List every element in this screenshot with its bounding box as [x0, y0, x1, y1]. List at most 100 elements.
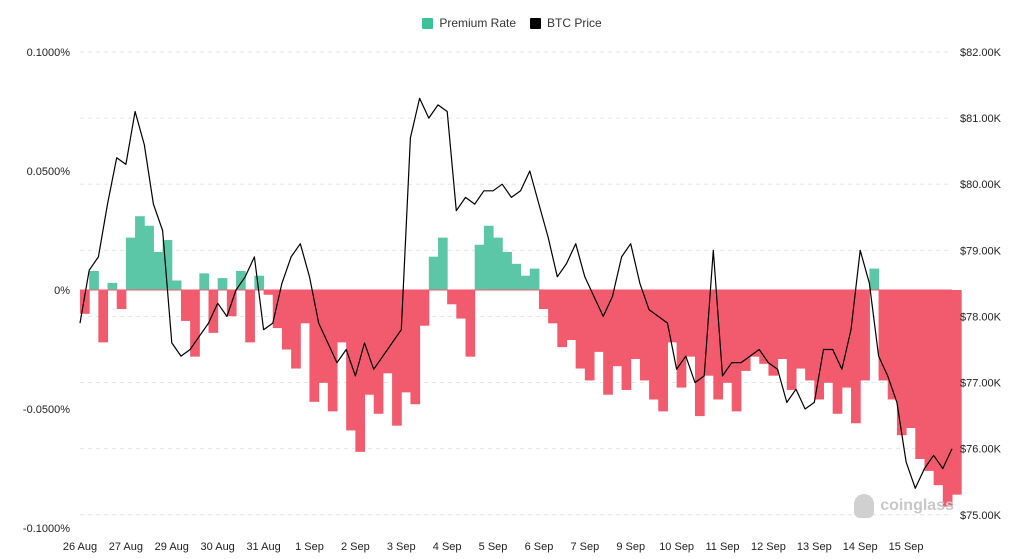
premium-rate-mark-60 [630, 290, 641, 360]
left-axis: 0.1000% 0.0500% 0% -0.0500% -0.1000% [23, 47, 70, 535]
premium-rate-mark-76 [777, 290, 788, 360]
premium-rate-mark-7 [144, 225, 154, 290]
x-tick-label-13: 10 Sep [659, 541, 694, 553]
premium-rate-mark-64 [667, 290, 678, 343]
premium-rate-mark-2 [98, 290, 109, 343]
premium-rate-mark-68 [704, 290, 714, 376]
premium-rate-mark-29 [346, 290, 356, 431]
premium-rate-mark-12 [190, 290, 200, 357]
premium-rate-mark-91 [915, 290, 925, 459]
premium-rate-mark-28 [337, 290, 347, 343]
premium-rate-mark-55 [584, 290, 595, 381]
premium-rate-mark-22 [281, 290, 292, 350]
premium-rate-mark-38 [428, 256, 439, 290]
premium-rate-mark-46 [502, 251, 512, 290]
x-tick-label-11: 7 Sep [570, 541, 599, 553]
premium-rate-mark-84 [851, 290, 861, 424]
premium-rate-mark-67 [694, 290, 705, 417]
premium-rate-mark-26 [318, 290, 329, 383]
premium-rate-mark-40 [447, 290, 457, 305]
premium-rate-area [80, 216, 962, 507]
premium-rate-mark-92 [924, 290, 935, 471]
x-tick-label-0: 26 Aug [63, 541, 97, 553]
x-tick-label-15: 12 Sep [751, 541, 786, 553]
premium-rate-mark-44 [483, 225, 494, 290]
right-tick-label-2: $80.00K [960, 179, 1002, 191]
premium-rate-mark-75 [768, 290, 779, 376]
premium-rate-mark-48 [520, 275, 531, 290]
premium-rate-mark-20 [263, 290, 274, 295]
x-tick-label-10: 6 Sep [525, 541, 554, 553]
premium-rate-mark-81 [823, 290, 834, 383]
premium-rate-mark-56 [594, 290, 604, 352]
premium-rate-mark-66 [685, 290, 696, 357]
coinglass-logo-icon [854, 494, 875, 518]
premium-rate-mark-30 [355, 290, 366, 452]
premium-rate-mark-62 [649, 290, 659, 400]
premium-rate-mark-71 [731, 290, 742, 412]
watermark-text: coinglass [880, 497, 954, 514]
premium-rate-mark-89 [896, 290, 907, 436]
premium-rate-mark-32 [373, 290, 384, 414]
premium-rate-mark-72 [740, 290, 751, 371]
premium-rate-mark-57 [603, 290, 613, 395]
premium-rate-mark-61 [639, 290, 650, 381]
premium-rate-mark-83 [841, 290, 852, 388]
premium-rate-mark-27 [327, 290, 338, 412]
x-tick-label-4: 31 Aug [246, 541, 280, 553]
legend-label-premium-rate: Premium Rate [439, 16, 516, 30]
premium-rate-mark-73 [750, 290, 760, 357]
premium-rate-mark-9 [162, 240, 173, 290]
premium-rate-mark-80 [814, 290, 824, 400]
x-tick-label-14: 11 Sep [705, 541, 739, 553]
premium-rate-mark-39 [437, 237, 448, 290]
right-axis: $82.00K $81.00K $80.00K $79.00K $78.00K $77.0… [960, 47, 1002, 522]
right-tick-label-4: $78.00K [960, 311, 1002, 323]
legend-swatch-premium-rate [422, 17, 434, 29]
premium-rate-mark-17 [236, 270, 246, 290]
x-tick-label-5: 1 Sep [295, 541, 324, 553]
premium-rate-mark-47 [511, 263, 522, 290]
premium-rate-mark-0 [80, 290, 90, 314]
premium-rate-mark-90 [906, 290, 916, 429]
premium-rate-mark-41 [456, 290, 467, 319]
premium-rate-mark-3 [107, 282, 118, 290]
premium-rate-mark-59 [621, 290, 632, 390]
x-tick-label-1: 27 Aug [109, 541, 143, 553]
premium-rate-mark-54 [575, 290, 586, 369]
premium-rate-mark-70 [722, 290, 733, 383]
legend-label-btc-price: BTC Price [547, 16, 602, 30]
premium-rate-mark-78 [795, 290, 806, 369]
legend-item-premium-rate[interactable]: Premium Rate [422, 16, 516, 30]
premium-rate-mark-42 [465, 290, 476, 357]
left-tick-label-3: -0.0500% [23, 404, 70, 416]
premium-rate-mark-13 [199, 273, 210, 290]
premium-rate-mark-93 [933, 290, 944, 486]
premium-rate-mark-23 [291, 290, 301, 369]
premium-rate-mark-63 [658, 290, 668, 412]
premium-rate-mark-15 [217, 278, 228, 290]
premium-rate-mark-21 [272, 290, 283, 329]
grid [80, 51, 952, 516]
legend: Premium Rate BTC Price [0, 16, 1024, 30]
premium-rate-mark-85 [860, 290, 870, 381]
premium-rate-mark-45 [493, 237, 503, 290]
premium-rate-mark-8 [153, 251, 164, 290]
premium-rate-mark-69 [713, 290, 724, 400]
premium-rate-mark-33 [382, 290, 393, 374]
premium-rate-mark-25 [309, 290, 320, 402]
legend-item-btc-price[interactable]: BTC Price [530, 16, 602, 30]
premium-rate-mark-49 [529, 268, 540, 290]
left-tick-label-0: 0.1000% [27, 47, 71, 59]
right-tick-label-3: $79.00K [960, 245, 1002, 257]
premium-rate-mark-74 [759, 290, 769, 364]
left-tick-label-2: 0% [54, 285, 70, 297]
premium-rate-mark-19 [254, 275, 265, 290]
x-tick-label-3: 30 Aug [201, 541, 235, 553]
premium-rate-mark-6 [135, 216, 145, 290]
x-tick-label-17: 14 Sep [843, 541, 878, 553]
premium-rate-mark-86 [869, 268, 880, 290]
premium-rate-mark-10 [171, 280, 182, 290]
